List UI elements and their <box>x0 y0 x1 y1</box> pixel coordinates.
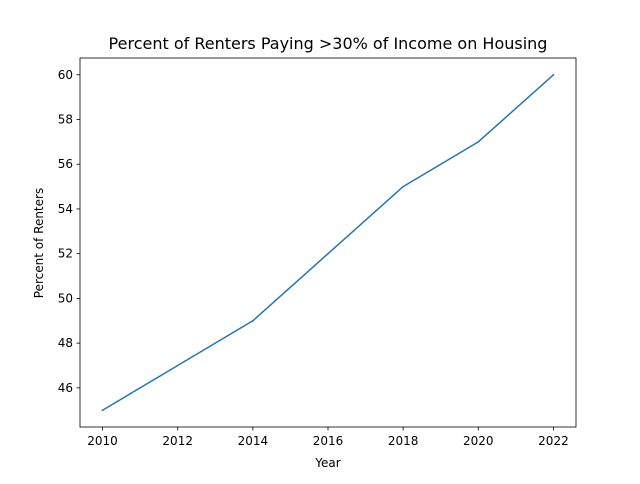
data-point <box>477 141 480 143</box>
x-tick-label: 2016 <box>313 434 344 448</box>
data-point <box>176 364 179 367</box>
y-tick-label: 50 <box>58 291 73 305</box>
y-tick-label: 48 <box>58 336 73 350</box>
y-tick-label: 56 <box>58 157 73 171</box>
x-tick-label: 2014 <box>238 434 269 448</box>
x-tick-label: 2010 <box>87 434 118 448</box>
x-tick-label: 2012 <box>162 434 193 448</box>
data-point <box>252 319 254 322</box>
y-tick-label: 58 <box>58 113 73 127</box>
chart-title: Percent of Renters Paying >30% of Income… <box>109 34 548 53</box>
data-point <box>552 73 555 76</box>
axes-frame <box>79 57 577 428</box>
y-axis-label: Percent of Renters <box>32 188 46 298</box>
x-tick-label: 2020 <box>463 434 494 448</box>
data-point <box>327 252 329 255</box>
series-line-0 <box>101 73 555 412</box>
x-axis-label: Year <box>314 456 340 470</box>
y-tick-label: 54 <box>58 202 73 216</box>
data-point <box>402 185 404 188</box>
data-point <box>101 409 104 412</box>
y-tick-label: 52 <box>58 247 73 261</box>
y-tick-label: 60 <box>58 68 73 82</box>
y-tick-label: 46 <box>58 381 73 395</box>
x-tick-label: 2022 <box>538 434 569 448</box>
plot-area: 2010 2012 2014 2016 2018 2020 2022 46 48 50 52 54 56… <box>58 57 577 448</box>
x-tick-label: 2018 <box>388 434 419 448</box>
